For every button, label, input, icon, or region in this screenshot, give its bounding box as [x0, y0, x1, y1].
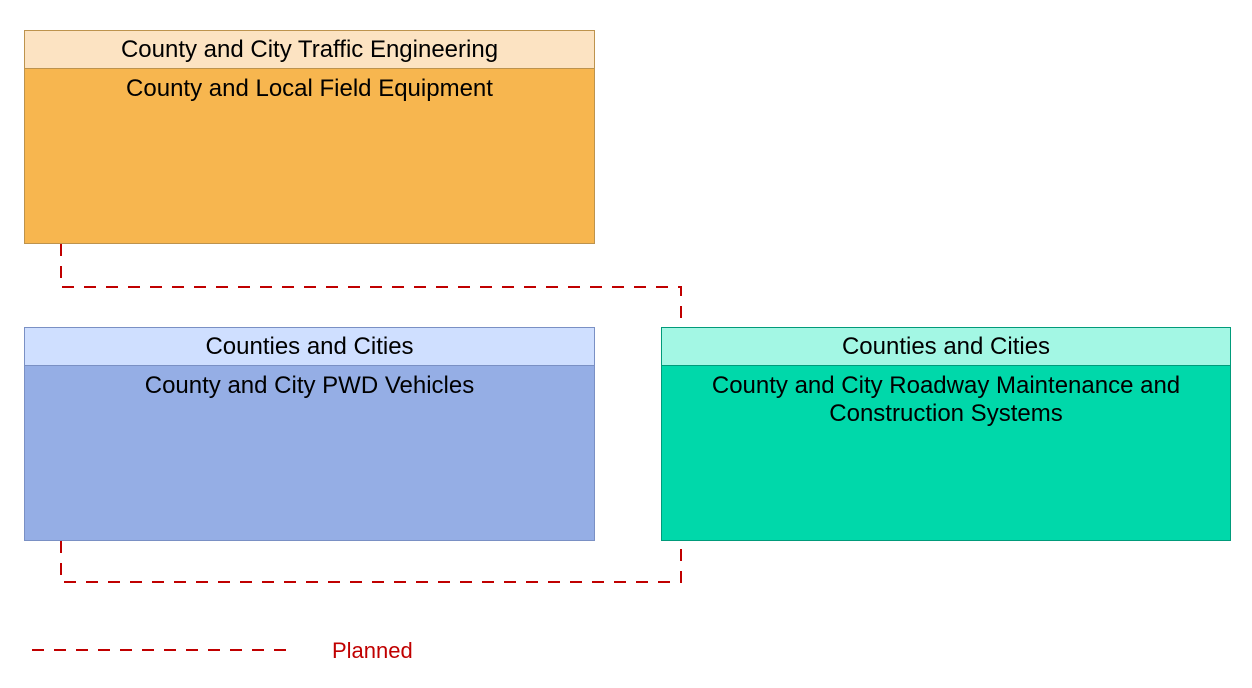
box-header-roadway-maintenance: Counties and Cities — [662, 328, 1230, 366]
box-roadway-maintenance: Counties and Cities County and City Road… — [661, 327, 1231, 541]
connector-top — [61, 244, 681, 327]
box-body-pwd-vehicles: County and City PWD Vehicles — [25, 366, 594, 540]
legend-label: Planned — [332, 638, 413, 664]
box-header-pwd-vehicles: Counties and Cities — [25, 328, 594, 366]
box-body-roadway-maintenance: County and City Roadway Maintenance and … — [662, 366, 1230, 540]
box-field-equipment: County and City Traffic Engineering Coun… — [24, 30, 595, 244]
box-body-field-equipment: County and Local Field Equipment — [25, 69, 594, 243]
connector-bottom — [61, 541, 681, 582]
box-pwd-vehicles: Counties and Cities County and City PWD … — [24, 327, 595, 541]
box-header-field-equipment: County and City Traffic Engineering — [25, 31, 594, 69]
